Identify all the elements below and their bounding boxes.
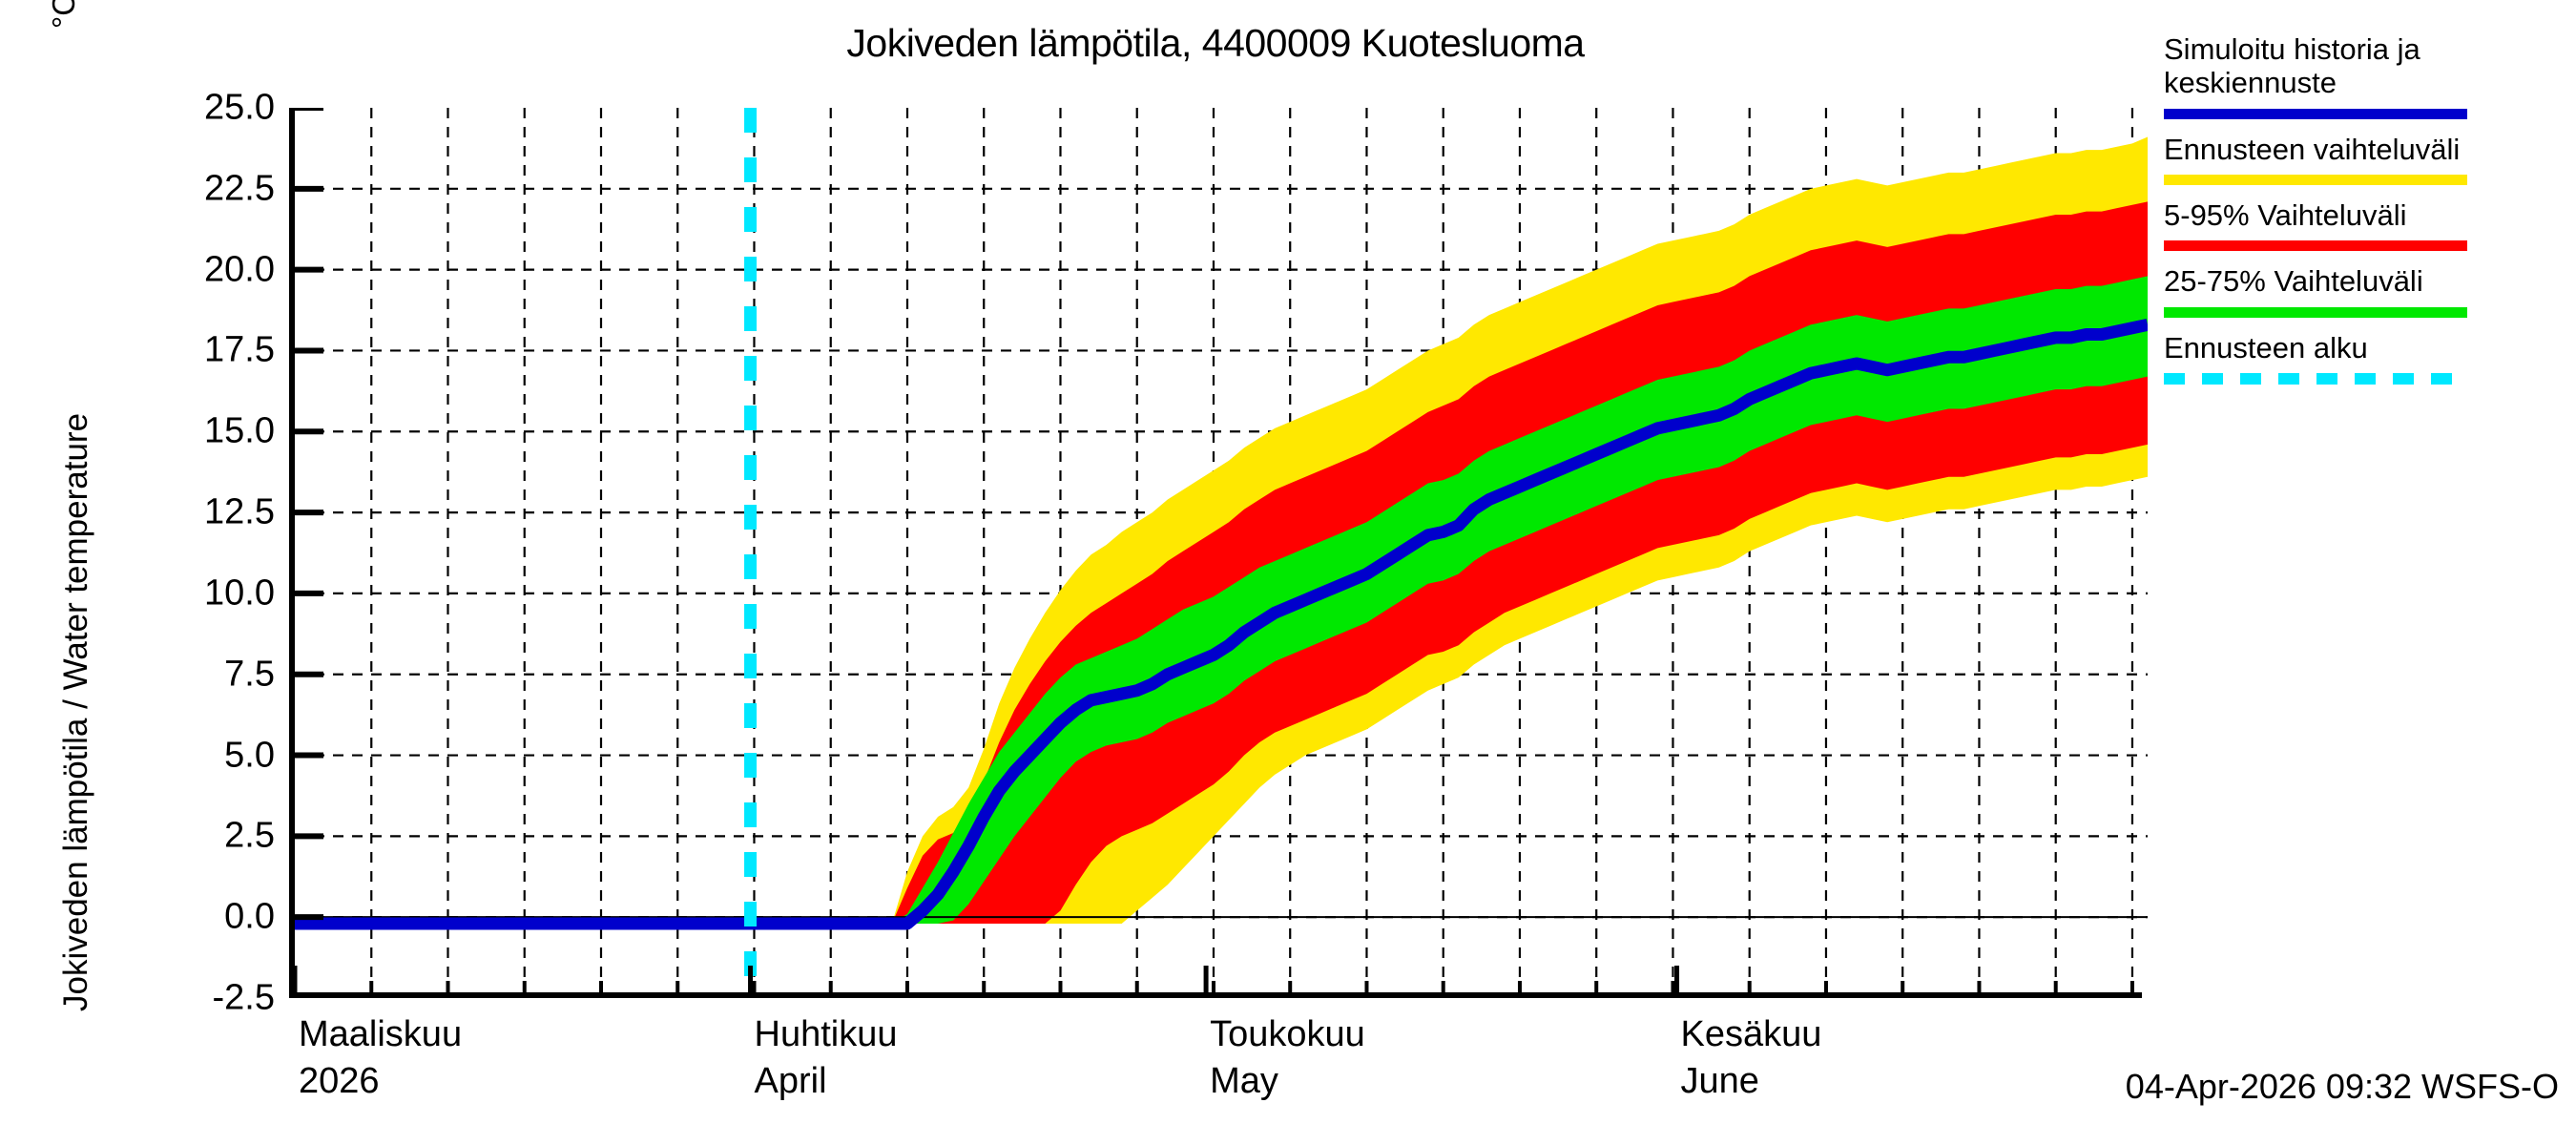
x-tick-label-group: Kesäkuu June — [1681, 1011, 1822, 1104]
x-tick-label-group: Huhtikuu April — [755, 1011, 898, 1104]
legend-item-mean-forecast: Simuloitu historia ja keskiennuste — [2164, 32, 2574, 119]
legend-label: 25-75% Vaihteluväli — [2164, 264, 2423, 299]
x-tick-label-sub: May — [1210, 1060, 1278, 1101]
y-tick-label: 12.5 — [204, 491, 275, 532]
x-tick-label-month: Maaliskuu — [299, 1014, 463, 1054]
x-tick-label-group: Toukokuu May — [1210, 1011, 1365, 1104]
y-tick-label: 5.0 — [224, 735, 275, 776]
x-tick-label-sub: June — [1680, 1060, 1759, 1101]
band-25-75 — [295, 276, 2148, 924]
legend-label: Ennusteen alku — [2164, 330, 2368, 364]
y-tick-label: 17.5 — [204, 329, 275, 370]
legend-swatch-mean-forecast — [2164, 108, 2467, 119]
y-tick-label: 15.0 — [204, 410, 275, 451]
x-tick-label-sub: 2026 — [299, 1060, 380, 1101]
y-tick-label: 25.0 — [204, 87, 275, 128]
y-tick-label: 22.5 — [204, 168, 275, 209]
footer-timestamp: 04-Apr-2026 09:32 WSFS-O — [2125, 1067, 2559, 1106]
plot-area — [289, 108, 2148, 998]
x-tick-label-sub: April — [754, 1060, 827, 1101]
x-tick-label-group: Maaliskuu 2026 — [299, 1011, 462, 1104]
y-tick-label: 20.0 — [204, 249, 275, 290]
y-tick-label: 0.0 — [224, 896, 275, 937]
legend-item-range-5-95: 5-95% Vaihteluväli — [2164, 198, 2574, 252]
chart-legend: Simuloitu historia ja keskiennuste Ennust… — [2164, 32, 2574, 398]
legend-item-forecast-range: Ennusteen vaihteluväli — [2164, 133, 2574, 185]
legend-label: Ennusteen vaihteluväli — [2164, 132, 2461, 166]
y-tick-label: 7.5 — [224, 654, 275, 695]
y-tick-label: -2.5 — [212, 977, 275, 1018]
y-axis-tick-labels: -2.5 0.0 2.5 5.0 7.5 10.0 12.5 15.0 17.5 20.0 22.5… — [0, 0, 275, 1145]
legend-label: Simuloitu historia ja keskiennuste — [2164, 32, 2420, 100]
y-axis-ticks — [295, 108, 323, 998]
legend-item-forecast-start: Ennusteen alku — [2164, 331, 2574, 385]
x-tick-label-month: Kesäkuu — [1680, 1014, 1822, 1054]
legend-swatch-forecast-range — [2164, 174, 2467, 185]
y-tick-label: 2.5 — [224, 815, 275, 856]
x-tick-label-month: Toukokuu — [1210, 1014, 1365, 1054]
legend-label: 5-95% Vaihteluväli — [2164, 198, 2407, 232]
plot-canvas — [295, 108, 2148, 998]
page-title: Jokiveden lämpötila, 4400009 Kuotesluoma — [846, 21, 1585, 65]
mean-forecast-line — [295, 318, 2148, 930]
x-axis-ticks — [295, 966, 2134, 998]
legend-swatch-forecast-start — [2164, 372, 2467, 385]
legend-swatch-range-5-95 — [2164, 240, 2467, 252]
legend-item-range-25-75: 25-75% Vaihteluväli — [2164, 264, 2574, 318]
x-tick-label-month: Huhtikuu — [754, 1014, 898, 1054]
x-axis-tick-labels: Maaliskuu 2026 Huhtikuu April Toukokuu May Kes… — [0, 1011, 2576, 1145]
y-tick-label: 10.0 — [204, 572, 275, 614]
legend-swatch-range-25-75 — [2164, 306, 2467, 318]
